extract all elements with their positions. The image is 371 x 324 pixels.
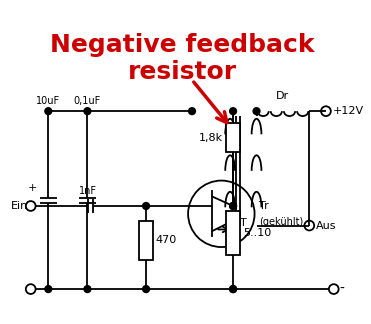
Circle shape — [142, 286, 150, 293]
Text: Dr: Dr — [276, 91, 289, 101]
Text: 0,1uF: 0,1uF — [74, 96, 101, 106]
Bar — [226, 211, 240, 255]
Text: 470: 470 — [156, 235, 177, 245]
Circle shape — [84, 108, 91, 115]
Circle shape — [45, 286, 52, 293]
Circle shape — [84, 286, 91, 293]
Circle shape — [230, 202, 236, 209]
Text: Negative feedback: Negative feedback — [50, 33, 315, 57]
Circle shape — [142, 202, 150, 209]
Text: 1nF: 1nF — [79, 186, 98, 196]
Circle shape — [188, 108, 196, 115]
Text: (gekühlt): (gekühlt) — [259, 217, 304, 226]
Circle shape — [230, 286, 236, 293]
Text: Aus: Aus — [316, 221, 336, 231]
Text: resistor: resistor — [128, 60, 237, 84]
Circle shape — [230, 286, 236, 293]
Text: 1,8k: 1,8k — [199, 133, 223, 143]
Text: Tr: Tr — [259, 201, 269, 211]
Circle shape — [45, 108, 52, 115]
Text: 10uF: 10uF — [36, 96, 60, 106]
Circle shape — [230, 108, 236, 115]
Bar — [226, 123, 240, 152]
Text: -: - — [339, 282, 345, 296]
Text: 5..10: 5..10 — [243, 228, 271, 238]
Circle shape — [253, 108, 260, 115]
Text: +12V: +12V — [333, 106, 364, 116]
Text: +: + — [28, 183, 37, 193]
Text: T: T — [240, 218, 247, 228]
Text: Ein: Ein — [10, 201, 28, 211]
Bar — [139, 221, 153, 260]
Circle shape — [230, 202, 236, 209]
